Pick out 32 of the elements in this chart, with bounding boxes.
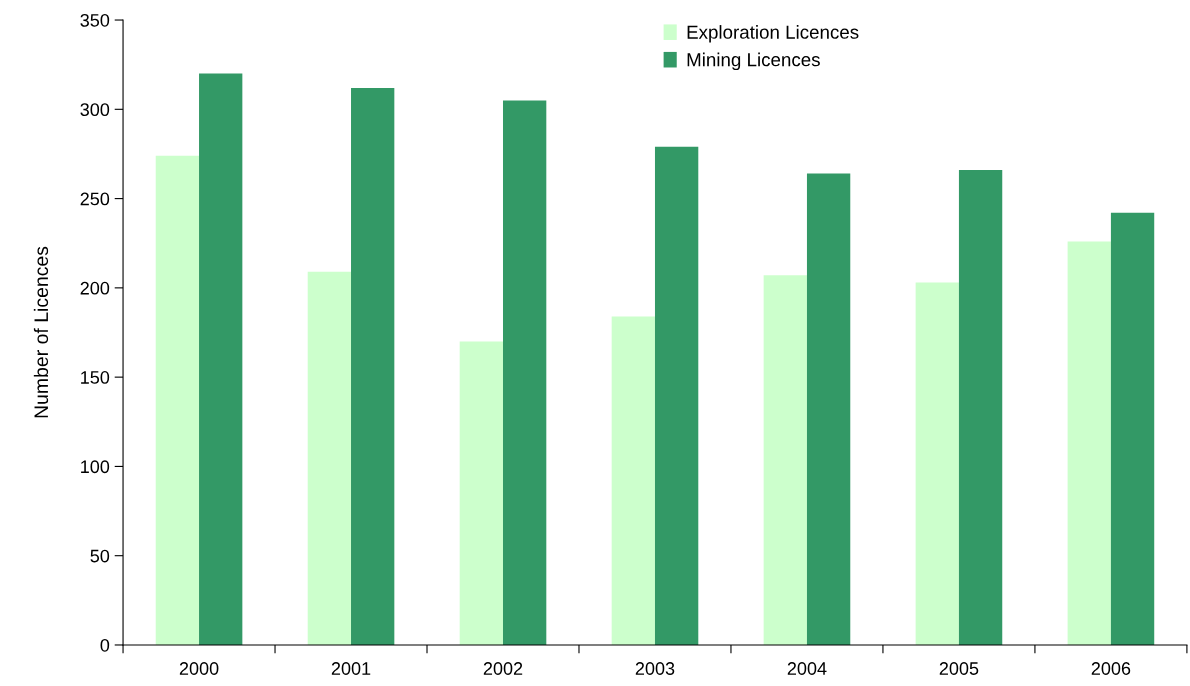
x-tick-label: 2005 [939,662,979,675]
bar [199,73,243,645]
bar [915,282,959,645]
bar [958,170,1003,645]
x-tick-label: 2000 [179,662,219,675]
legend-label: Mining Licences [687,52,820,71]
y-tick-label: 100 [81,460,110,474]
bar [503,100,547,645]
bar [1110,212,1155,645]
bar [654,146,699,645]
bar [611,316,655,645]
bar [459,341,503,645]
y-tick-label: 250 [80,192,110,206]
legend-label: Exploration Licences [687,25,859,43]
x-tick-label: 2004 [787,662,827,675]
y-tick-label: 50 [90,549,110,563]
x-tick-label: 2002 [483,662,523,675]
y-tick-label: 0 [100,638,110,652]
bar [155,155,200,645]
x-tick-label: 2003 [635,662,675,675]
bar [1067,241,1111,645]
y-axis-title: Number of Licences [33,246,49,418]
x-tick-label: 2006 [1091,662,1131,675]
x-tick-label: 2001 [331,662,371,675]
bar [351,87,395,645]
y-tick-label: 150 [81,371,110,384]
y-tick-label: 300 [80,103,110,117]
bar [763,275,807,645]
bar [806,173,851,645]
y-tick-label: 350 [80,13,110,27]
bar [307,271,352,645]
y-tick-label: 200 [80,281,110,295]
